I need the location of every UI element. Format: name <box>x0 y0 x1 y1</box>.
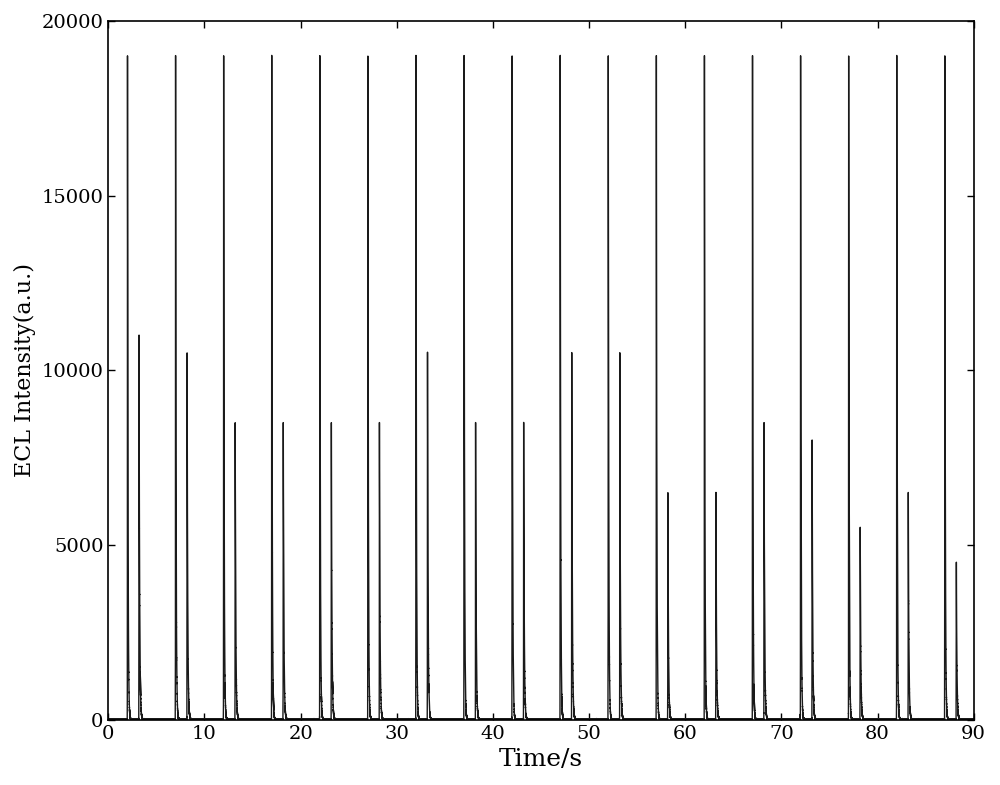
X-axis label: Time/s: Time/s <box>499 748 583 771</box>
Y-axis label: ECL Intensity(a.u.): ECL Intensity(a.u.) <box>14 263 36 477</box>
